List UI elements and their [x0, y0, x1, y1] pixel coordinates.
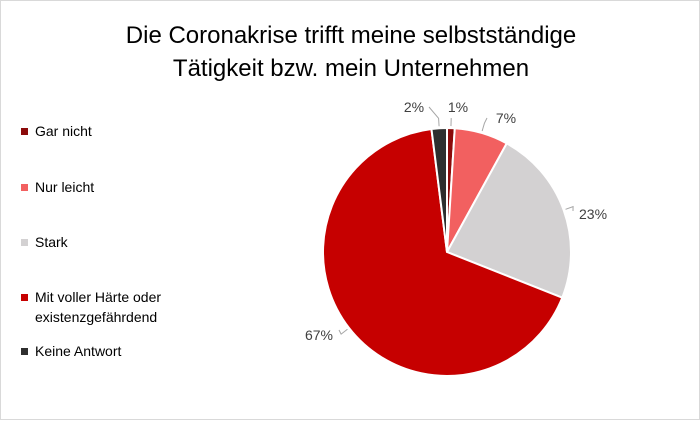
- data-label-nur-leicht: 7%: [496, 110, 516, 126]
- leader-line-keine-antwort: [429, 107, 439, 126]
- data-label-keine-antwort: 2%: [404, 99, 424, 115]
- leader-line-nur-leicht: [482, 118, 487, 131]
- data-label-stark: 23%: [579, 206, 607, 222]
- leader-line-stark: [566, 207, 574, 211]
- data-label-gar-nicht: 1%: [448, 99, 468, 115]
- data-label-mit-voller-haerte: 67%: [305, 327, 333, 343]
- leader-line-mit-voller-haerte: [339, 329, 347, 334]
